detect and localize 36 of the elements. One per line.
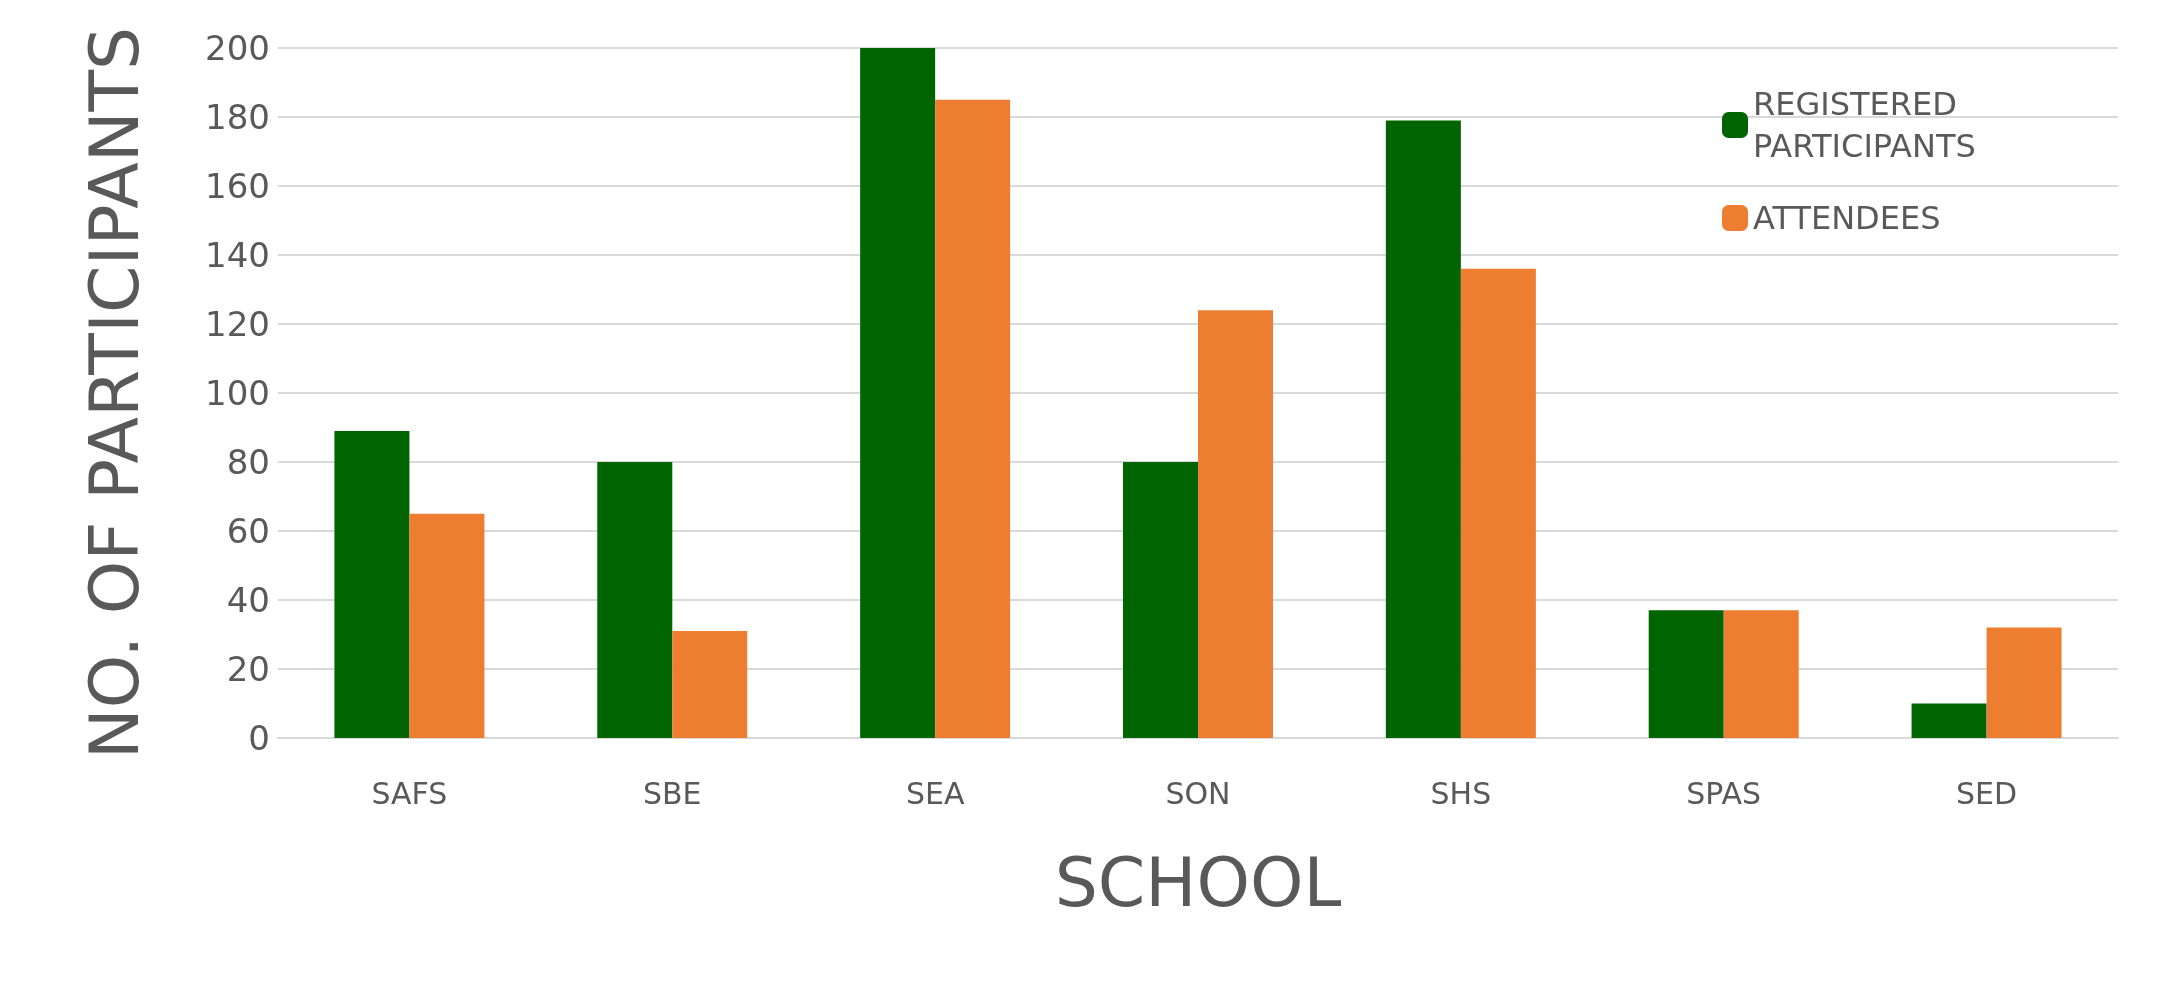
- y-tick-label: 0: [248, 718, 270, 758]
- x-tick-label: SON: [1165, 775, 1231, 811]
- y-tick-label: 20: [226, 649, 270, 689]
- y-axis-title: NO. OF PARTICIPANTS: [74, 26, 154, 760]
- y-tick-label: 180: [205, 97, 270, 137]
- x-tick-label: SBE: [642, 775, 702, 811]
- bar: [597, 462, 673, 738]
- bar: [409, 513, 485, 738]
- x-tick-label: SEA: [905, 775, 965, 811]
- bar: [935, 99, 1011, 738]
- bar: [1648, 610, 1724, 738]
- bar: [1385, 120, 1461, 738]
- bar: [1123, 462, 1198, 738]
- y-tick-label: 160: [205, 166, 270, 206]
- bar: [1723, 610, 1799, 738]
- x-axis-title: SCHOOL: [1054, 842, 1342, 922]
- bar: [1986, 627, 2062, 738]
- y-tick-label: 200: [205, 28, 270, 68]
- x-tick-label: SHS: [1430, 775, 1492, 811]
- legend-label: ATTENDEES: [1753, 199, 1941, 237]
- y-tick-label: 120: [205, 304, 270, 344]
- bar: [1198, 310, 1273, 738]
- y-tick-label: 60: [226, 511, 270, 551]
- bar: [1911, 703, 1987, 738]
- y-tick-label: 40: [226, 580, 270, 620]
- legend-label: REGISTERED PARTICIPANTS: [1753, 85, 1976, 165]
- bar: [672, 631, 748, 738]
- bar: [860, 48, 936, 738]
- x-tick-label: SED: [1956, 775, 2018, 811]
- x-tick-label: SPAS: [1686, 775, 1762, 811]
- bar: [1460, 268, 1536, 738]
- x-tick-label: SAFS: [371, 775, 448, 811]
- y-tick-label: 140: [205, 235, 270, 275]
- y-tick-label: 80: [226, 442, 270, 482]
- y-tick-label: 100: [205, 373, 270, 413]
- bar: [334, 430, 410, 738]
